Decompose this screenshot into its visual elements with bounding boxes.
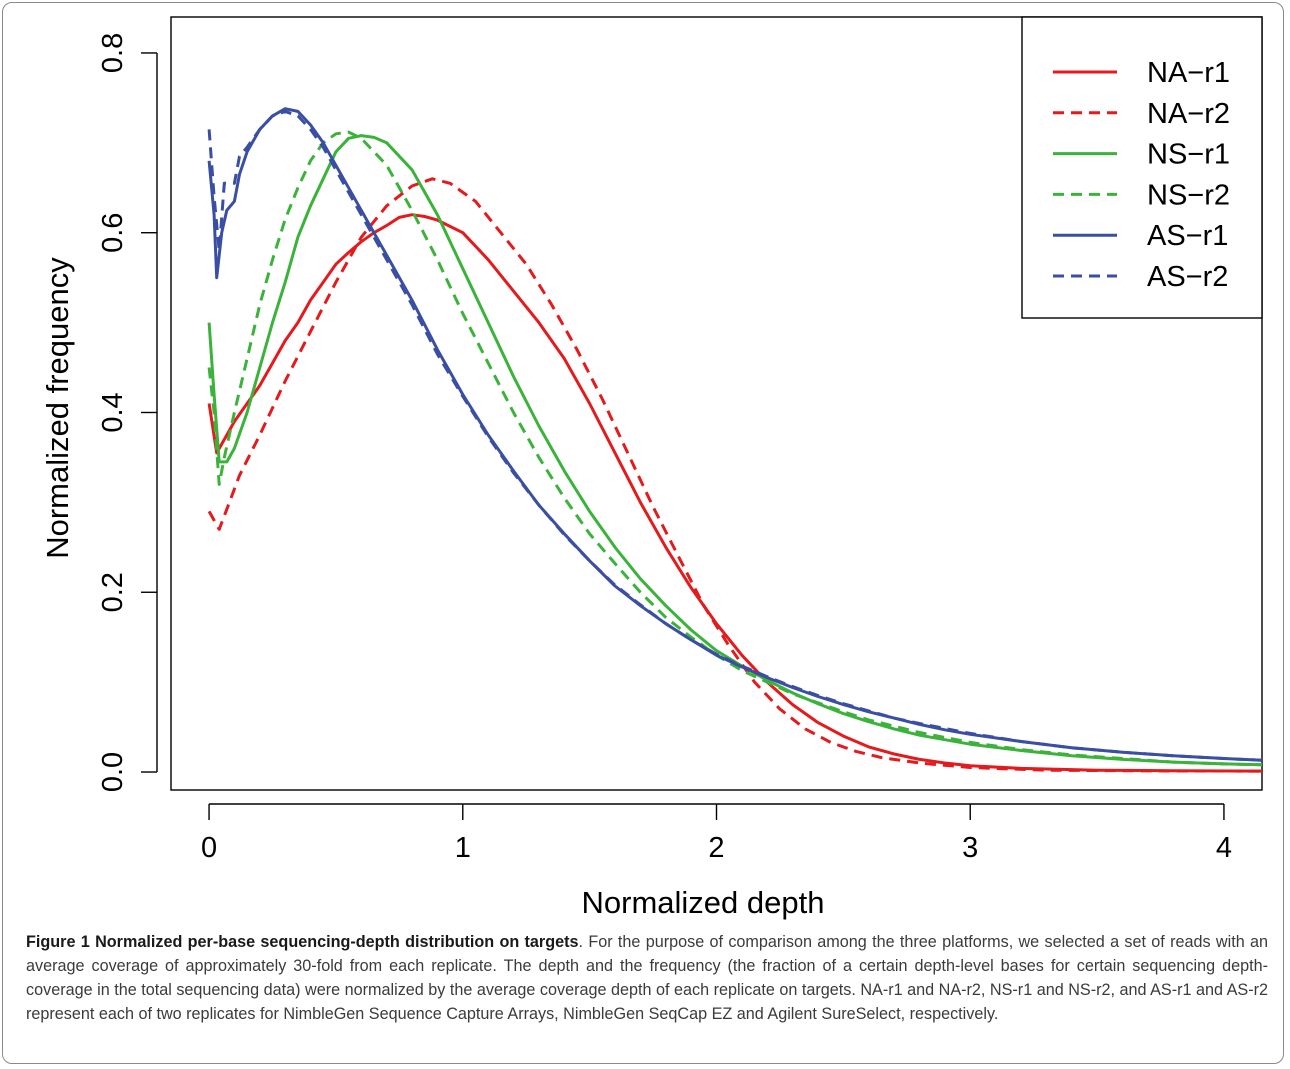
x-tick-label: 2 xyxy=(708,832,724,864)
series-line-ns-r2 xyxy=(207,130,1263,767)
y-tick-label: 0.0 xyxy=(97,752,129,792)
legend-label: AS−r2 xyxy=(1147,261,1228,293)
plot-area xyxy=(170,16,1263,791)
legend-label: AS−r1 xyxy=(1147,220,1228,252)
series-group xyxy=(207,107,1263,773)
y-tick-label: 0.2 xyxy=(97,572,129,612)
x-axis-label: Normalized depth xyxy=(582,885,825,920)
x-tick-label: 0 xyxy=(201,832,217,864)
axes-group: 0 1 2 3 4 0.0 0.2 0.4 0.6 0.8 xyxy=(97,33,1232,864)
y-tick-label: 0.8 xyxy=(97,33,129,73)
x-tick-label: 1 xyxy=(455,832,471,864)
legend-label: NS−r2 xyxy=(1147,179,1230,211)
line-chart: 0 1 2 3 4 0.0 0.2 0.4 0.6 0.8 NA−r1 NA−r2 NS−r1 NS−r… xyxy=(40,16,1263,920)
series-line-na-r1 xyxy=(207,213,1263,773)
series-line-ns-r1 xyxy=(207,134,1263,767)
y-axis-label: Normalized frequency xyxy=(40,257,75,559)
figure-caption: Figure 1 Normalized per-base sequencing-… xyxy=(26,930,1268,1026)
plot-border xyxy=(170,16,1263,791)
legend-box xyxy=(1021,16,1263,319)
legend: NA−r1 NA−r2 NS−r1 NS−r2 AS−r1 AS−r2 xyxy=(1021,16,1263,319)
x-tick-label: 3 xyxy=(962,832,978,864)
caption-title: Figure 1 Normalized per-base sequencing-… xyxy=(26,933,579,951)
series-line-as-r2 xyxy=(207,109,1263,762)
legend-label: NS−r1 xyxy=(1147,139,1230,171)
legend-label: NA−r1 xyxy=(1147,57,1230,89)
series-line-na-r2 xyxy=(207,177,1263,773)
y-tick-label: 0.4 xyxy=(97,392,129,432)
y-tick-label: 0.6 xyxy=(97,213,129,253)
x-tick-label: 4 xyxy=(1216,832,1232,864)
caption-text: . For the purpose of comparison among th… xyxy=(26,933,1269,1023)
legend-label: NA−r2 xyxy=(1147,98,1230,130)
